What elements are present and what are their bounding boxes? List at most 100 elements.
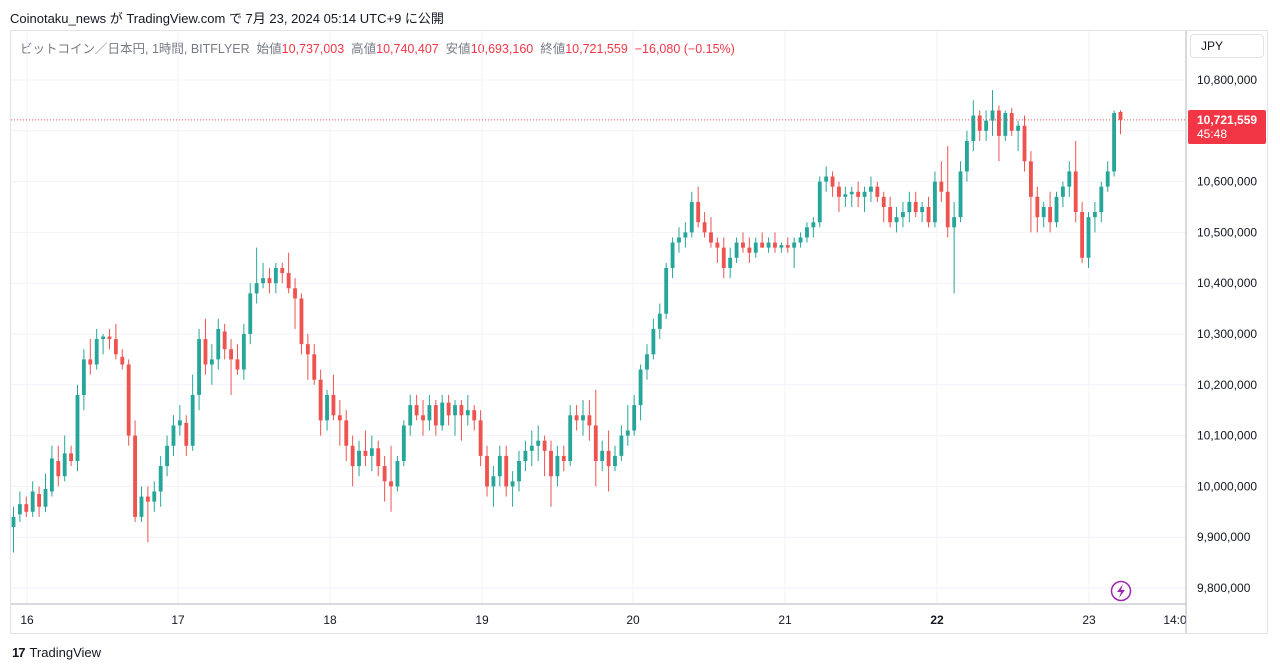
candle-body — [382, 466, 387, 482]
candle-body — [37, 494, 42, 507]
candle-body — [945, 191, 950, 228]
candle-body — [990, 110, 995, 121]
candle-body — [849, 191, 854, 195]
candle-body — [69, 453, 74, 461]
x-tick-label: 22 — [930, 613, 944, 627]
footer-brand-label: TradingView — [29, 645, 102, 660]
candle-body — [817, 181, 822, 223]
candle-body — [11, 516, 16, 528]
candle-body — [389, 481, 393, 487]
candle-body — [17, 504, 22, 515]
candle-body — [689, 201, 694, 233]
candle-body — [357, 450, 361, 467]
candle-body — [1009, 113, 1014, 131]
candle-body — [606, 450, 611, 467]
candle-body — [446, 402, 451, 416]
close-value: 10,721,559 — [565, 42, 628, 56]
candle-body — [177, 420, 182, 426]
candle-body — [139, 496, 144, 517]
candle-body — [581, 415, 585, 421]
candle-body — [766, 242, 771, 248]
candle-body — [171, 425, 176, 446]
candle-body — [126, 364, 131, 436]
candle-body — [958, 171, 963, 218]
candle-body — [453, 405, 457, 416]
open-label: 始値 — [256, 42, 282, 56]
candle-body — [363, 450, 368, 456]
candle-body — [421, 415, 425, 421]
candle-body — [133, 435, 137, 517]
candle-body — [574, 415, 579, 421]
candle-body — [907, 201, 912, 213]
candle-body — [1003, 113, 1008, 136]
candle-body — [1022, 125, 1027, 162]
candle-body — [478, 420, 483, 456]
low-value: 10,693,160 — [470, 42, 534, 56]
candle-body — [529, 445, 534, 451]
chart-frame — [10, 30, 1268, 634]
y-tick-label: 10,100,000 — [1197, 429, 1257, 443]
lightning-bolt — [1117, 584, 1125, 598]
candle-body — [145, 496, 150, 502]
candle-body — [331, 394, 336, 416]
candle-body — [1048, 207, 1053, 223]
candle-body — [344, 420, 349, 446]
candle-body — [1112, 113, 1117, 172]
candle-body — [645, 354, 649, 370]
candle-body — [741, 242, 745, 248]
footer-brand[interactable]: 17 TradingView — [12, 645, 101, 660]
last-price-value: 10,721,559 — [1197, 113, 1258, 127]
open-value: 10,737,003 — [281, 42, 345, 56]
candle-body — [440, 402, 445, 426]
candle-body — [254, 283, 259, 294]
candle-body — [241, 334, 246, 370]
candle-body — [664, 267, 669, 314]
candle-body — [773, 242, 777, 248]
candle-body — [619, 435, 624, 456]
candle-body — [216, 328, 221, 360]
candle-body — [30, 491, 35, 512]
candle-body — [433, 405, 438, 426]
candle-body — [235, 359, 240, 370]
candle-body — [165, 445, 169, 467]
change-value: −16,080 (−0.15%) — [634, 42, 735, 56]
candle-body — [1080, 212, 1085, 258]
candle-body — [152, 491, 157, 502]
candle-body — [337, 415, 342, 421]
candle-body — [837, 186, 841, 197]
candle-body — [120, 356, 125, 365]
candle-body — [613, 455, 617, 467]
candle-body — [401, 425, 406, 461]
candle-body — [638, 369, 643, 406]
candle-body — [875, 186, 880, 197]
bar-countdown: 45:48 — [1197, 127, 1228, 141]
candle-body — [670, 242, 675, 268]
candle-body — [62, 453, 67, 477]
currency-button[interactable]: JPY — [1190, 34, 1264, 58]
candle-body — [977, 115, 982, 131]
candle-body — [1060, 186, 1065, 197]
candle-body — [229, 349, 233, 360]
candle-body — [459, 405, 464, 416]
tradingview-logo-icon: 17 — [12, 645, 26, 660]
candle-body — [376, 448, 381, 467]
candle-body — [920, 207, 925, 213]
x-tick-label: 18 — [323, 613, 337, 627]
candle-body — [926, 207, 931, 223]
candle-body — [881, 196, 886, 207]
y-tick-label: 10,400,000 — [1197, 276, 1257, 290]
candle-body — [43, 488, 48, 507]
candle-body — [792, 242, 797, 248]
symbol-label[interactable]: ビットコイン／日本円, 1時間, BITFLYER — [20, 42, 250, 56]
candle-body — [24, 504, 29, 512]
candle-body — [49, 458, 54, 492]
candle-body — [1092, 212, 1097, 218]
candle-body — [497, 455, 502, 477]
candle-body — [779, 245, 784, 248]
candle-body — [561, 455, 566, 461]
candle-body — [600, 450, 605, 461]
candle-body — [510, 481, 515, 487]
candle-body — [913, 201, 918, 213]
x-tick-label: 20 — [626, 613, 640, 627]
